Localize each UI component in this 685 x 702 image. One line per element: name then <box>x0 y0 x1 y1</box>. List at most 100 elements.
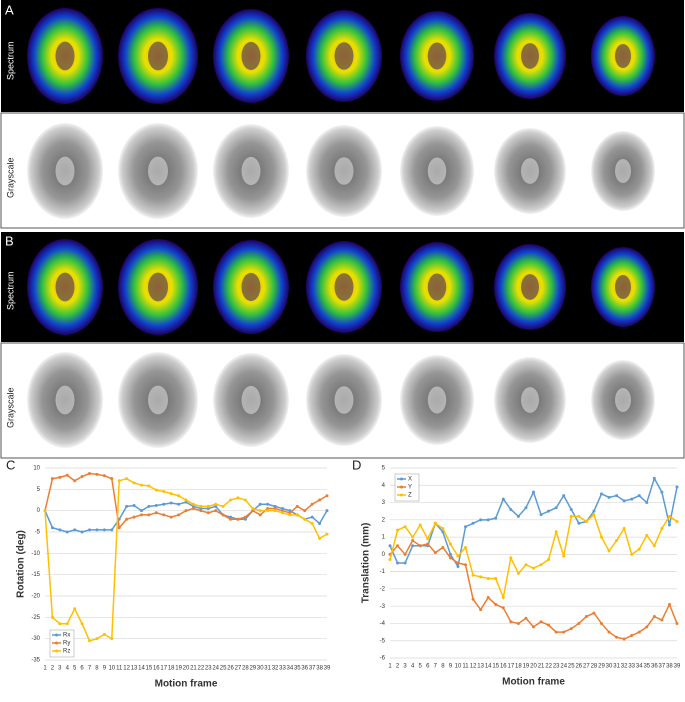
x-tick-label: 35 <box>643 664 650 670</box>
point <box>184 509 188 513</box>
point <box>184 500 188 504</box>
brain-ventricle <box>334 42 354 70</box>
x-tick-label: 13 <box>131 666 138 672</box>
point <box>456 561 460 565</box>
brain-ventricle <box>615 44 631 68</box>
x-tick-label: 18 <box>515 664 522 670</box>
point <box>243 517 247 521</box>
legend-label: Rz <box>63 649 70 655</box>
point <box>479 575 483 579</box>
point <box>524 506 528 510</box>
point <box>177 502 181 506</box>
point <box>516 514 520 518</box>
point <box>441 526 445 530</box>
row-label: Grayscale <box>5 157 15 198</box>
point <box>645 625 649 629</box>
x-tick-label: 14 <box>485 664 492 670</box>
point <box>50 615 54 619</box>
point <box>539 513 543 517</box>
x-tick-label: 34 <box>636 664 643 670</box>
x-tick-label: 24 <box>560 664 567 670</box>
point <box>471 573 475 577</box>
y-axis-label: Translation (mm) <box>361 523 372 604</box>
x-tick-label: 33 <box>628 664 635 670</box>
point <box>147 484 151 488</box>
point <box>43 509 47 513</box>
x-axis-label: Motion frame <box>502 677 565 688</box>
point <box>273 509 277 513</box>
point <box>486 596 490 600</box>
brain-ventricle <box>427 273 447 301</box>
point <box>562 554 566 558</box>
y-tick-label: 4 <box>382 483 386 489</box>
point <box>258 502 262 506</box>
point <box>524 563 528 567</box>
x-tick-label: 32 <box>621 664 628 670</box>
x-tick-label: 38 <box>666 664 673 670</box>
x-tick-label: 26 <box>575 664 582 670</box>
x-tick-label: 22 <box>197 666 204 672</box>
x-tick-label: 10 <box>108 666 115 672</box>
point <box>102 632 106 636</box>
point <box>236 517 240 521</box>
point <box>607 495 611 499</box>
x-tick-label: 11 <box>462 664 469 670</box>
point <box>110 528 114 532</box>
x-tick-label: 17 <box>160 666 167 672</box>
legend-marker <box>55 641 58 645</box>
point <box>303 517 307 521</box>
point <box>630 552 634 556</box>
x-tick-label: 26 <box>227 666 234 672</box>
point <box>448 552 452 556</box>
point <box>310 502 314 506</box>
brain-ventricle <box>148 385 168 415</box>
brain-ventricle <box>427 386 447 414</box>
point <box>464 545 468 549</box>
x-tick-label: 8 <box>441 664 445 670</box>
point <box>569 507 573 511</box>
x-tick-label: 3 <box>58 666 62 672</box>
point <box>615 635 619 639</box>
point <box>50 526 54 530</box>
y-tick-label: 5 <box>382 466 386 472</box>
point <box>221 504 225 508</box>
y-tick-label: 10 <box>33 466 40 472</box>
point <box>303 509 307 513</box>
brain-ventricle <box>521 387 539 413</box>
point <box>243 498 247 502</box>
y-tick-label: 0 <box>37 508 41 514</box>
point <box>229 517 233 521</box>
point <box>318 536 322 540</box>
brain-ventricle <box>615 159 631 183</box>
point <box>125 504 129 508</box>
point <box>592 611 596 615</box>
legend-label: Y <box>408 485 412 491</box>
point <box>88 472 92 476</box>
x-tick-label: 23 <box>205 666 212 672</box>
x-tick-label: 24 <box>212 666 219 672</box>
x-tick-label: 34 <box>287 666 294 672</box>
x-tick-label: 25 <box>220 666 227 672</box>
point <box>471 597 475 601</box>
point <box>577 621 581 625</box>
x-tick-label: 39 <box>674 664 681 670</box>
point <box>615 494 619 498</box>
point <box>554 530 558 534</box>
x-tick-label: 4 <box>66 666 70 672</box>
point <box>251 507 255 511</box>
point <box>441 545 445 549</box>
x-tick-label: 18 <box>168 666 175 672</box>
point <box>288 511 292 515</box>
point <box>199 507 203 511</box>
x-tick-label: 15 <box>146 666 153 672</box>
point <box>479 518 483 522</box>
y-tick-label: 5 <box>37 487 41 493</box>
point <box>547 623 551 627</box>
x-tick-label: 21 <box>190 666 197 672</box>
x-tick-label: 7 <box>88 666 92 672</box>
point <box>486 577 490 581</box>
x-tick-label: 31 <box>613 664 620 670</box>
point <box>396 561 400 565</box>
panel-label: B <box>5 233 14 248</box>
point <box>88 639 92 643</box>
